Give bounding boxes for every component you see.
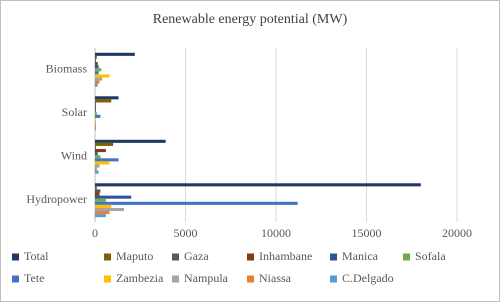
legend-swatch (104, 253, 111, 261)
bar (95, 102, 96, 106)
bar (95, 161, 110, 165)
bar (95, 167, 97, 171)
x-tick-label: 5000 (174, 226, 198, 240)
bar (95, 155, 101, 159)
legend-swatch (172, 275, 179, 283)
bar (95, 170, 99, 174)
bar (95, 145, 96, 150)
bar (95, 96, 119, 100)
legend-swatch (247, 275, 254, 283)
bar (95, 192, 100, 196)
legend-swatch (330, 275, 337, 283)
bar (95, 108, 96, 112)
bar (95, 214, 106, 218)
x-tick-label: 15000 (352, 226, 382, 240)
y-tick-label: Solar (62, 105, 87, 119)
bar (95, 124, 96, 128)
legend-label: C.Delgado (342, 271, 394, 285)
legend-swatch (403, 253, 410, 261)
legend-swatch (12, 253, 19, 261)
legend-swatch (12, 275, 19, 283)
y-tick-label: Wind (61, 149, 87, 163)
bar (95, 152, 98, 156)
legend-label: Gaza (184, 249, 209, 263)
legend-label: Niassa (259, 271, 292, 285)
bar (95, 183, 421, 187)
bar (95, 52, 135, 56)
legend-label: Zambezia (116, 271, 164, 285)
bar (95, 207, 124, 212)
bar (95, 204, 112, 208)
bar (95, 195, 132, 199)
bar (95, 127, 96, 131)
bar (95, 71, 99, 75)
bar (95, 201, 298, 205)
bar (95, 164, 100, 168)
bar (95, 149, 106, 153)
legend-label: Manica (342, 249, 379, 263)
x-tick-label: 20000 (442, 226, 472, 240)
y-tick-label: Biomass (46, 62, 88, 76)
bar (95, 211, 110, 215)
x-tick-label: 10000 (261, 226, 291, 240)
bar (95, 111, 97, 115)
bar (95, 83, 98, 87)
bar (95, 77, 103, 81)
legend-swatch (172, 253, 179, 261)
bar (95, 186, 97, 190)
legend-swatch (104, 275, 111, 283)
legend-swatch (330, 253, 337, 261)
bar (95, 139, 166, 143)
y-tick-label: Hydropower (26, 192, 87, 206)
bar (95, 62, 98, 66)
bar (95, 68, 102, 72)
bar (95, 80, 100, 84)
legend-swatch (247, 253, 254, 261)
bar (95, 74, 110, 78)
bar (95, 117, 96, 121)
bar (95, 120, 96, 125)
bar (95, 105, 96, 109)
bar (95, 114, 101, 118)
bar (95, 58, 96, 63)
bar (95, 65, 99, 69)
legend-label: Inhambane (259, 249, 312, 263)
chart-title: Renewable energy potential (MW) (153, 12, 348, 27)
bar (95, 55, 97, 59)
bar (95, 158, 119, 162)
legend-label: Maputo (116, 249, 153, 263)
bar (95, 99, 112, 103)
bar (95, 142, 114, 146)
legend-label: Tete (24, 271, 44, 285)
x-tick-label: 0 (92, 226, 98, 240)
bar (95, 189, 101, 193)
bar (95, 198, 106, 202)
legend-label: Nampula (184, 271, 229, 285)
legend-label: Total (24, 249, 49, 263)
legend-label: Sofala (415, 249, 446, 263)
